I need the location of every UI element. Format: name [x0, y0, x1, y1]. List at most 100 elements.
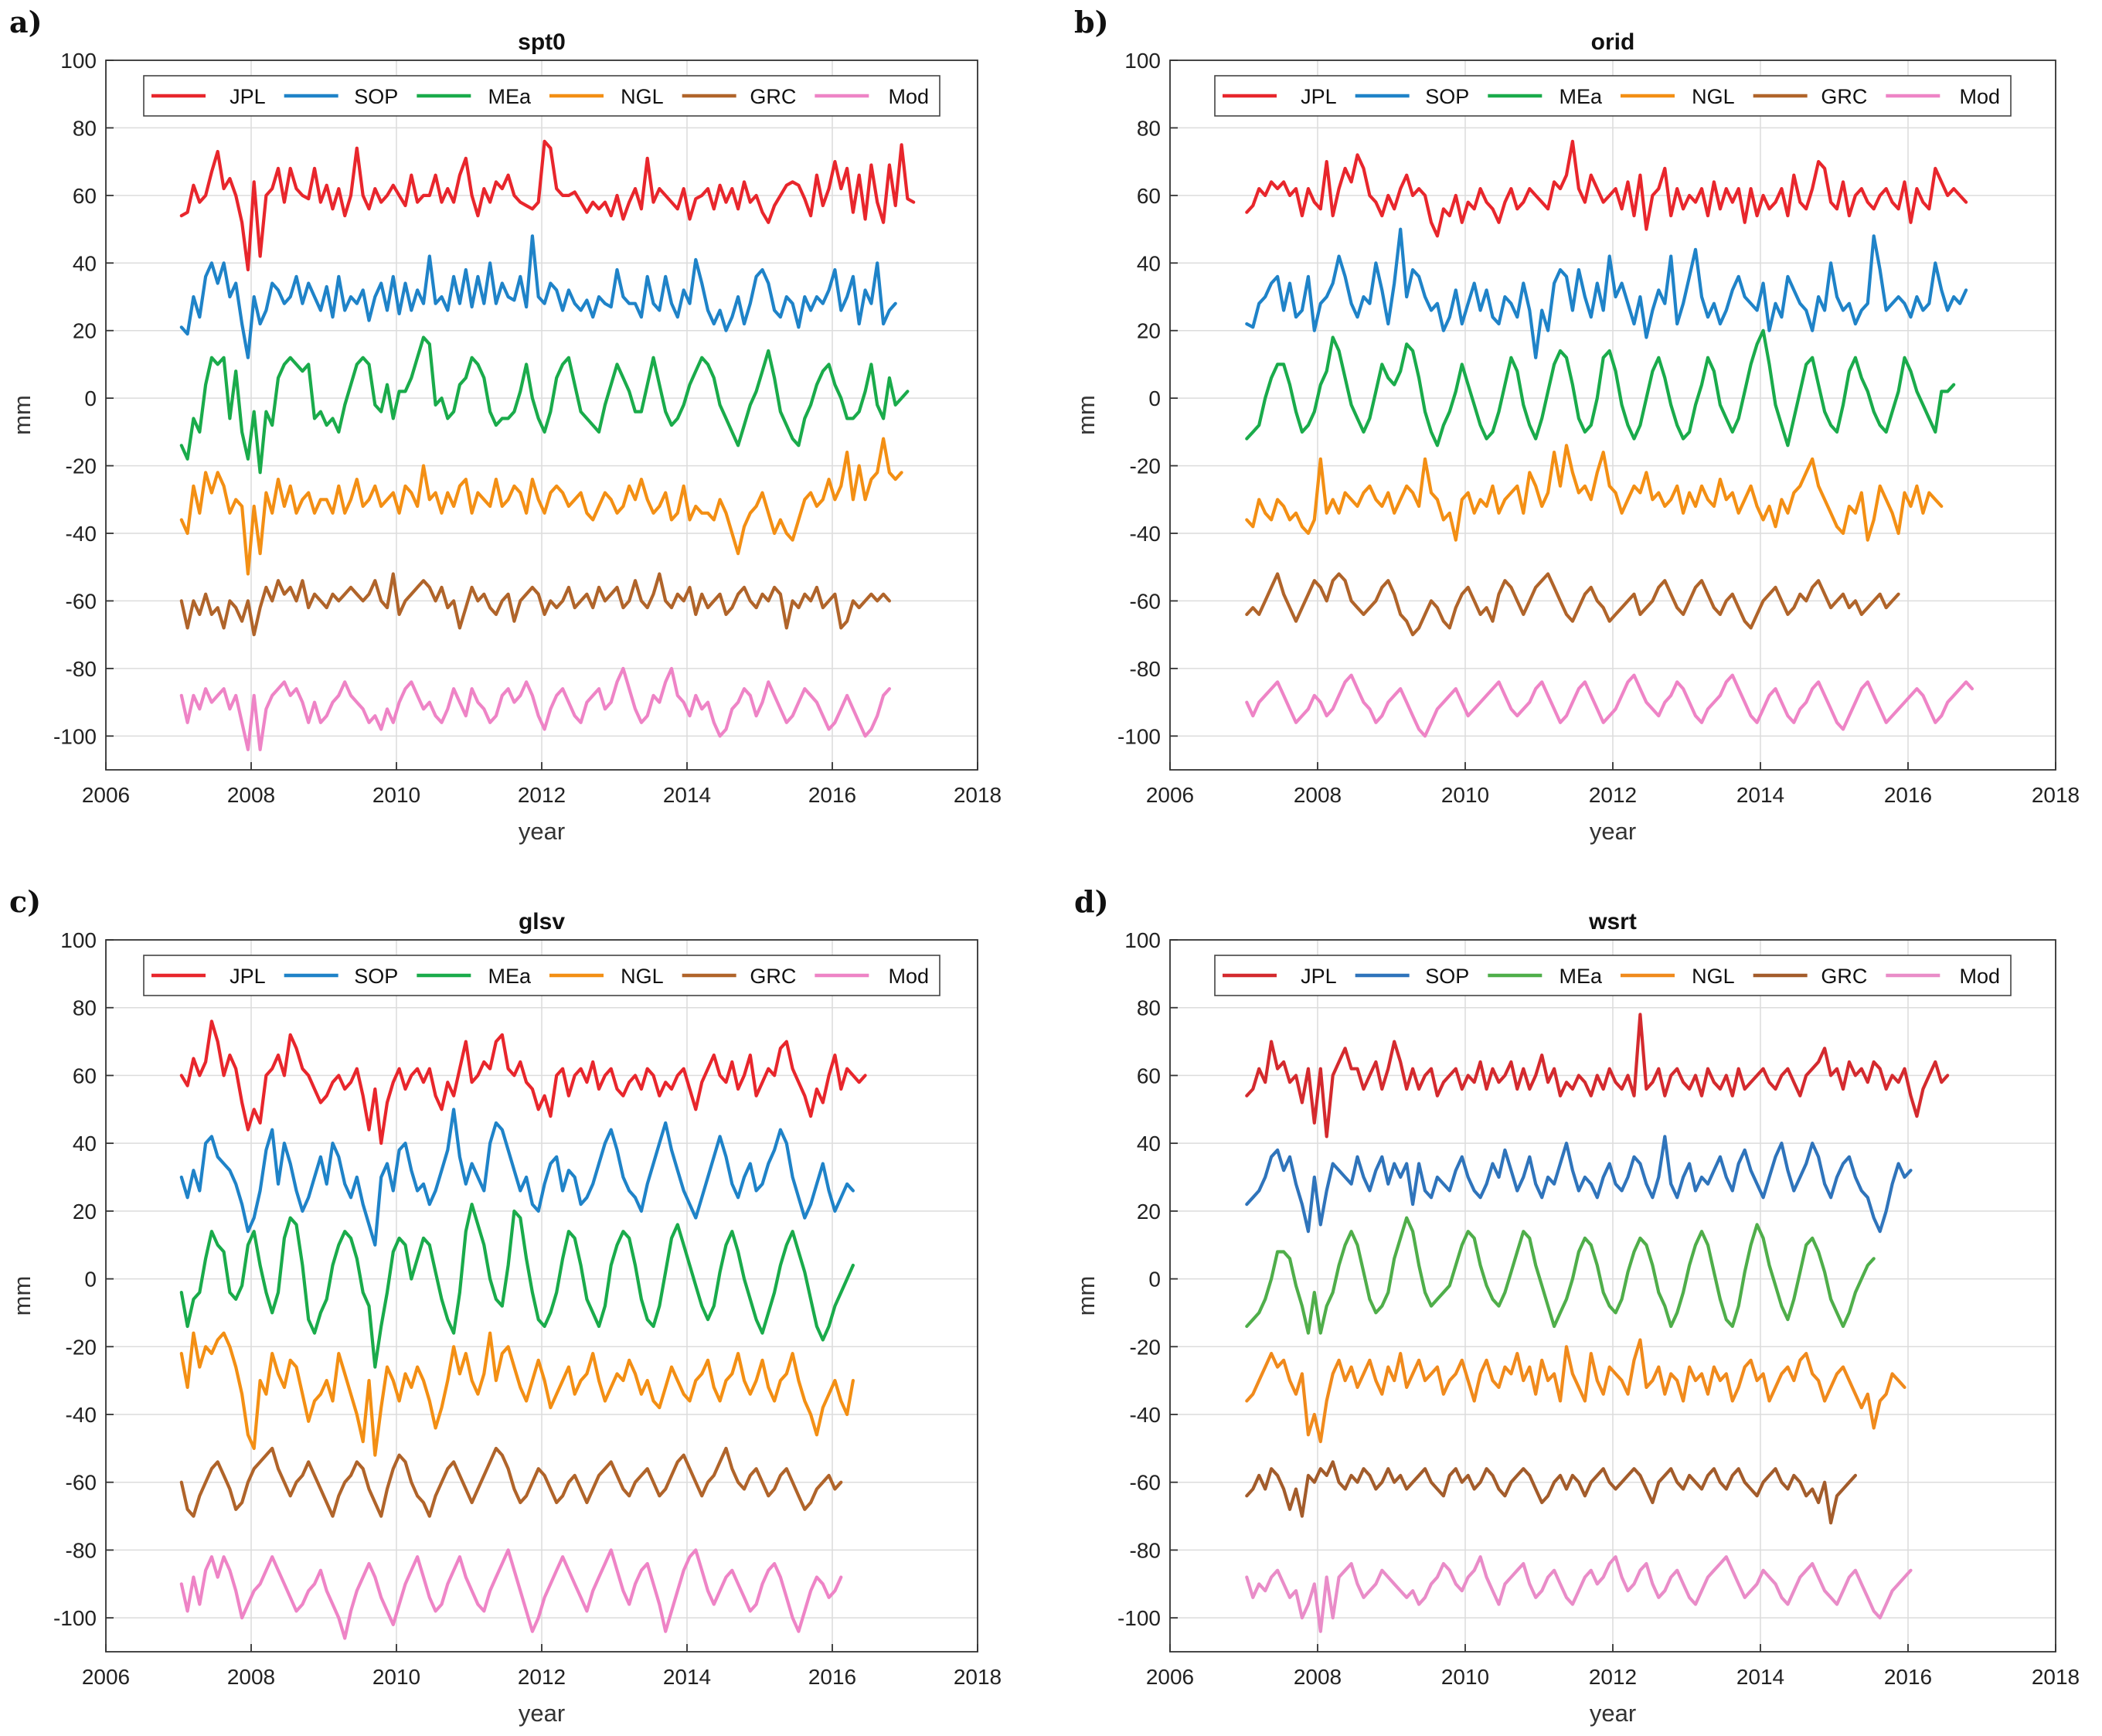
y-tick-label: -100: [1117, 1606, 1161, 1630]
legend-label-mod: Mod: [888, 965, 929, 988]
y-tick-label: -40: [1130, 522, 1161, 546]
x-tick-label: 2014: [663, 783, 711, 807]
legend-label-mod: Mod: [1959, 85, 2000, 108]
chart-title: orid: [1591, 29, 1635, 55]
x-tick-label: 2006: [82, 1665, 130, 1689]
y-tick-label: 80: [1137, 996, 1161, 1020]
x-tick-label: 2018: [954, 1665, 1002, 1689]
y-tick-label: -60: [66, 1471, 97, 1495]
y-tick-label: 60: [1137, 184, 1161, 208]
series-line-ngl: [179, 437, 903, 576]
x-tick-label: 2012: [518, 783, 566, 807]
legend-box: [1214, 955, 2012, 996]
series-line-mod: [179, 1548, 843, 1640]
y-tick-label: -40: [1130, 1403, 1161, 1427]
y-tick-label: 20: [1137, 319, 1161, 343]
legend-label-mea: MEa: [488, 85, 532, 108]
legend-label-grc: GRC: [1821, 965, 1867, 988]
y-axis-label: mm: [9, 395, 36, 435]
y-axis-label: mm: [1073, 395, 1100, 435]
panel-label: b): [1074, 5, 1109, 39]
y-tick-label: 0: [1148, 386, 1161, 410]
x-axis-label: year: [1590, 818, 1636, 845]
y-tick-label: -80: [66, 657, 97, 681]
chart-title: spt0: [518, 29, 566, 55]
y-tick-label: 40: [1137, 1132, 1161, 1156]
y-tick-label: 60: [1137, 1064, 1161, 1088]
x-tick-label: 2012: [518, 1665, 566, 1689]
y-axis-label: mm: [1073, 1276, 1100, 1316]
series-line-mod: [1245, 1555, 1913, 1633]
chart-panel-2: 2006 2008 2010 2012 2014 2016 2018 -100 -80 -60 -4…: [1073, 5, 2080, 845]
y-tick-label: 20: [73, 1200, 97, 1224]
x-axis-label: year: [519, 1700, 565, 1727]
legend: JPL SOP MEa NGL GRC Mod: [1214, 955, 2012, 996]
series-line-sop: [179, 1108, 855, 1247]
chart-title: glsv: [519, 909, 565, 934]
y-tick-label: 0: [84, 386, 97, 410]
series-line-mea: [179, 1202, 855, 1369]
legend-label-jpl: JPL: [1301, 965, 1337, 988]
legend-label-grc: GRC: [1821, 85, 1867, 108]
series-line-jpl: [179, 1019, 867, 1145]
x-tick-label: 2016: [1884, 1665, 1932, 1689]
y-tick-label: -60: [1130, 1471, 1161, 1495]
y-tick-label: -100: [53, 1606, 97, 1630]
y-tick-label: 60: [73, 1064, 97, 1088]
legend-label-mea: MEa: [488, 965, 532, 988]
series-line-grc: [1245, 572, 1900, 637]
y-tick-label: 0: [84, 1268, 97, 1292]
series-line-mod: [179, 666, 892, 751]
x-tick-label: 2014: [663, 1665, 711, 1689]
x-tick-label: 2018: [954, 783, 1002, 807]
y-tick-label: 40: [73, 251, 97, 275]
y-tick-label: -100: [53, 724, 97, 748]
panel-label: a): [9, 5, 43, 39]
y-tick-label: 80: [73, 996, 97, 1020]
legend-box: [143, 75, 940, 117]
y-tick-label: -80: [66, 1538, 97, 1562]
x-tick-label: 2012: [1589, 1665, 1637, 1689]
y-tick-label: -80: [1130, 1538, 1161, 1562]
x-tick-label: 2006: [1146, 1665, 1194, 1689]
y-tick-label: 80: [73, 116, 97, 140]
x-tick-label: 2016: [808, 1665, 856, 1689]
legend: JPL SOP MEa NGL GRC Mod: [143, 955, 940, 996]
y-tick-label: 100: [1124, 49, 1161, 73]
series-line-sop: [1245, 1135, 1913, 1234]
legend-label-mod: Mod: [1959, 965, 2000, 988]
panel-label: d): [1074, 884, 1109, 919]
x-tick-label: 2016: [808, 783, 856, 807]
x-tick-label: 2008: [227, 1665, 275, 1689]
x-tick-label: 2014: [1736, 1665, 1784, 1689]
chart-title: wsrt: [1588, 909, 1637, 934]
y-tick-label: 100: [60, 49, 97, 73]
y-tick-label: -20: [66, 1335, 97, 1359]
series-line-ngl: [1245, 1338, 1906, 1444]
series-line-grc: [179, 572, 892, 637]
x-tick-label: 2006: [1146, 783, 1194, 807]
series-line-mea: [1245, 1216, 1876, 1335]
legend-box: [1214, 75, 2012, 117]
x-tick-label: 2014: [1736, 783, 1784, 807]
legend-label-sop: SOP: [1425, 965, 1469, 988]
legend-label-mea: MEa: [1559, 85, 1603, 108]
x-tick-label: 2008: [1294, 783, 1342, 807]
legend-label-ngl: NGL: [1692, 85, 1735, 108]
chart-panel-3: 2006 2008 2010 2012 2014 2016 2018 -100 -80 -60 -4…: [9, 884, 1002, 1727]
legend-label-mea: MEa: [1559, 965, 1603, 988]
x-tick-label: 2010: [372, 1665, 420, 1689]
x-tick-label: 2008: [1294, 1665, 1342, 1689]
x-tick-label: 2012: [1589, 783, 1637, 807]
x-tick-label: 2008: [227, 783, 275, 807]
series-line-sop: [179, 234, 897, 359]
legend-label-grc: GRC: [750, 965, 796, 988]
series-line-grc: [179, 1446, 843, 1518]
panel-label: c): [9, 884, 41, 919]
x-tick-label: 2010: [1441, 783, 1489, 807]
y-tick-label: -100: [1117, 724, 1161, 748]
y-tick-label: 100: [60, 928, 97, 952]
x-tick-label: 2010: [1441, 1665, 1489, 1689]
y-tick-label: -20: [1130, 1335, 1161, 1359]
